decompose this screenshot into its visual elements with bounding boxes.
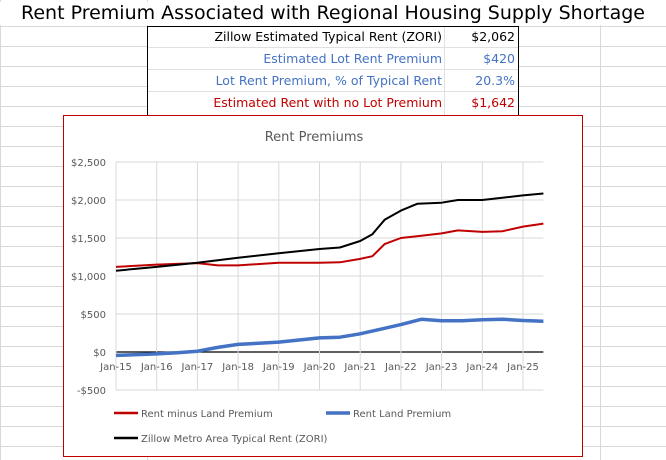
y-tick-label: -$500: [77, 386, 106, 397]
series-line-rent-minus-land: [115, 222, 544, 268]
summary-row[interactable]: Estimated Rent with no Lot Premium $1,642: [148, 93, 518, 113]
x-tick-label: Jan-20: [303, 362, 336, 373]
y-tick-label: $1,000: [71, 272, 106, 283]
x-tick-label: Jan-21: [343, 362, 376, 373]
series-line-land-premium: [115, 317, 544, 358]
legend-label: Rent Land Premium: [353, 409, 451, 420]
summary-label: Lot Rent Premium, % of Typical Rent: [215, 73, 442, 88]
summary-value: $1,642: [471, 95, 515, 110]
summary-value: 20.3%: [475, 73, 515, 88]
column-divider: [444, 27, 445, 116]
summary-label: Zillow Estimated Typical Rent (ZORI): [214, 29, 442, 44]
x-tick-label: Jan-16: [140, 362, 173, 373]
x-tick-label: Jan-24: [465, 362, 498, 373]
summary-value: $420: [483, 51, 515, 66]
summary-table: Zillow Estimated Typical Rent (ZORI) $2,0…: [147, 26, 519, 117]
y-tick-label: $2,500: [71, 158, 106, 169]
x-tick-label: Jan-19: [262, 362, 295, 373]
summary-row[interactable]: Lot Rent Premium, % of Typical Rent 20.3%: [148, 71, 518, 92]
x-tick-label: Jan-17: [181, 362, 214, 373]
y-tick-label: $0: [93, 348, 106, 359]
x-tick-label: Jan-22: [384, 362, 417, 373]
y-tick-label: $1,500: [71, 234, 106, 245]
page-title: Rent Premium Associated with Regional Ho…: [0, 2, 666, 25]
summary-value: $2,062: [471, 29, 515, 44]
rent-premiums-chart[interactable]: Rent Premiums $2,500 $2,000 $1,500 $1,000 $5…: [63, 115, 583, 457]
summary-label: Estimated Lot Rent Premium: [263, 51, 442, 66]
summary-row[interactable]: Zillow Estimated Typical Rent (ZORI) $2,0…: [148, 27, 518, 48]
chart-svg: Rent Premiums $2,500 $2,000 $1,500 $1,000 $5…: [71, 130, 544, 445]
chart-title: Rent Premiums: [265, 130, 364, 145]
legend-label: Rent minus Land Premium: [141, 409, 273, 420]
legend-label: Zillow Metro Area Typical Rent (ZORI): [141, 434, 328, 445]
y-tick-label: $2,000: [71, 196, 106, 207]
x-tick-label: Jan-15: [99, 362, 132, 373]
column-divider: [600, 0, 601, 460]
summary-row[interactable]: Estimated Lot Rent Premium $420: [148, 49, 518, 70]
y-tick-label: $500: [81, 310, 106, 321]
x-tick-label: Jan-25: [506, 362, 539, 373]
x-tick-label: Jan-23: [425, 362, 458, 373]
summary-label: Estimated Rent with no Lot Premium: [213, 95, 442, 110]
series-line-zori: [115, 192, 544, 272]
x-tick-label: Jan-18: [221, 362, 254, 373]
